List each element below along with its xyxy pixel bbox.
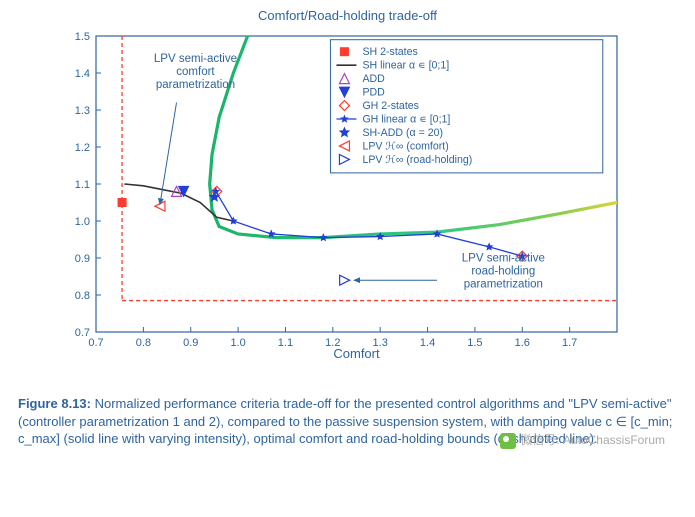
svg-text:road-holding: road-holding xyxy=(471,266,535,278)
svg-text:1.7: 1.7 xyxy=(562,337,577,349)
svg-text:1.0: 1.0 xyxy=(230,337,245,349)
svg-text:1.3: 1.3 xyxy=(75,105,90,117)
svg-text:1.5: 1.5 xyxy=(467,337,482,349)
svg-text:1.4: 1.4 xyxy=(420,337,435,349)
svg-text:0.9: 0.9 xyxy=(183,337,198,349)
svg-text:1.1: 1.1 xyxy=(278,337,293,349)
svg-text:LPV semi-active: LPV semi-active xyxy=(154,53,237,65)
svg-text:0.7: 0.7 xyxy=(75,327,90,339)
svg-text:SH 2-states: SH 2-states xyxy=(362,46,417,58)
svg-text:ADD: ADD xyxy=(362,73,385,85)
svg-text:1.4: 1.4 xyxy=(75,68,90,80)
svg-text:parametrization: parametrization xyxy=(464,279,543,291)
plot-svg: 0.7 0.8 0.9 1.0 1.1 1.2 1.3 1.4 1.5 1.6 1.7 0.7 0.8 0… xyxy=(68,30,623,360)
caption-prefix: Figure 8.13: xyxy=(18,396,91,411)
svg-text:1.1: 1.1 xyxy=(75,179,90,191)
svg-text:SH-ADD (α = 20): SH-ADD (α = 20) xyxy=(362,127,443,139)
watermark: 微信号: AutoChassisForum xyxy=(500,431,665,449)
svg-text:1.5: 1.5 xyxy=(75,31,90,43)
figure-page: Comfort/Road-holding trade-off 0.7 0.8 0.9… xyxy=(0,0,695,517)
svg-text:0.8: 0.8 xyxy=(75,290,90,302)
chart-area: 0.7 0.8 0.9 1.0 1.1 1.2 1.3 1.4 1.5 1.6 1.7 0.7 0.8 0… xyxy=(68,30,623,360)
svg-text:0.8: 0.8 xyxy=(136,337,151,349)
svg-text:GH linear α ∊ [0;1]: GH linear α ∊ [0;1] xyxy=(362,114,450,126)
svg-text:GH 2-states: GH 2-states xyxy=(362,100,419,112)
chart-title: Comfort/Road-holding trade-off xyxy=(0,8,695,23)
svg-text:comfort: comfort xyxy=(176,66,215,78)
svg-text:0.9: 0.9 xyxy=(75,253,90,265)
svg-text:1.2: 1.2 xyxy=(75,142,90,154)
svg-text:1.0: 1.0 xyxy=(75,216,90,228)
svg-text:PDD: PDD xyxy=(362,87,385,99)
svg-text:Comfort: Comfort xyxy=(333,346,380,360)
svg-text:parametrization: parametrization xyxy=(156,79,235,91)
svg-text:0.7: 0.7 xyxy=(88,337,103,349)
svg-text:LPV ℋ∞ (road-holding): LPV ℋ∞ (road-holding) xyxy=(362,154,472,166)
svg-text:LPV ℋ∞ (comfort): LPV ℋ∞ (comfort) xyxy=(362,140,448,152)
wechat-icon xyxy=(500,433,516,449)
watermark-text: 微信号: AutoChassisForum xyxy=(520,433,665,447)
svg-text:LPV semi-active: LPV semi-active xyxy=(462,253,545,265)
svg-text:SH linear α ∊ [0;1]: SH linear α ∊ [0;1] xyxy=(362,60,449,72)
svg-text:1.6: 1.6 xyxy=(515,337,530,349)
